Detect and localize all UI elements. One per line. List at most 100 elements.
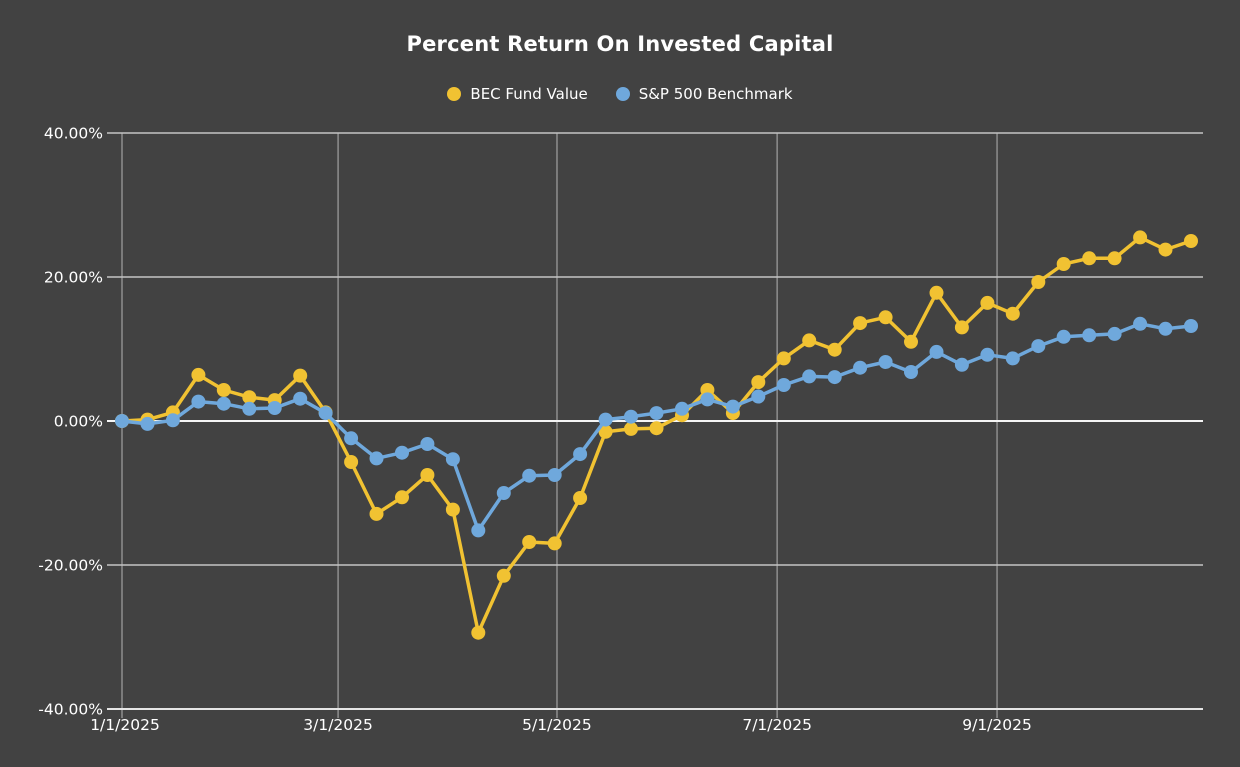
data-point-marker: [624, 421, 638, 436]
data-point-marker: [293, 368, 308, 383]
data-point-marker: [776, 378, 791, 392]
x-axis-tick-label: 9/1/2025: [962, 716, 1032, 734]
data-point-marker: [216, 396, 231, 411]
data-point-marker: [954, 357, 969, 372]
x-axis-tick-label: 5/1/2025: [522, 716, 592, 734]
data-point-marker: [165, 413, 180, 428]
y-axis-tick-label: -20.00%: [38, 557, 103, 575]
data-point-marker: [395, 490, 409, 505]
legend-label-sp500-benchmark: S&P 500 Benchmark: [638, 85, 793, 103]
data-point-marker: [929, 344, 944, 359]
data-point-marker: [344, 431, 359, 446]
data-point-marker: [496, 568, 511, 583]
data-point-marker: [115, 414, 129, 428]
y-axis-labels: 40.00% 20.00% 0.00% -20.00% -40.00%: [38, 125, 103, 719]
legend-item-bec-fund-value: BEC Fund Value: [447, 85, 588, 103]
data-point-marker: [827, 370, 842, 385]
data-point-marker: [420, 437, 435, 451]
data-point-marker: [649, 406, 664, 421]
x-axis-tick-label: 3/1/2025: [303, 716, 373, 734]
chart-legend: BEC Fund Value S&P 500 Benchmark: [0, 85, 1240, 103]
data-point-marker: [598, 412, 613, 427]
data-point-marker: [140, 416, 155, 431]
data-point-marker: [827, 342, 842, 357]
x-axis-tick-label: 7/1/2025: [742, 716, 812, 734]
data-point-marker: [1133, 316, 1148, 331]
data-point-marker: [293, 391, 308, 406]
data-point-marker: [1056, 257, 1071, 271]
data-point-marker: [573, 491, 588, 505]
legend-label-bec-fund-value: BEC Fund Value: [470, 85, 588, 103]
data-point-marker: [573, 447, 588, 462]
sp500-benchmark-marker-icon: [615, 87, 630, 101]
data-point-marker: [980, 347, 995, 362]
data-point-marker: [853, 360, 868, 375]
data-point-marker: [751, 389, 766, 404]
data-point-marker: [496, 486, 511, 500]
data-point-marker: [1031, 339, 1046, 354]
data-point-marker: [878, 310, 893, 325]
data-point-marker: [904, 365, 918, 379]
data-point-marker: [929, 285, 944, 300]
data-point-marker: [420, 468, 435, 482]
data-point-marker: [471, 523, 486, 538]
data-point-marker: [191, 394, 206, 409]
bec-fund-value-marker-icon: [447, 87, 462, 101]
data-point-marker: [191, 367, 206, 382]
data-point-marker: [1005, 351, 1020, 366]
data-point-marker: [1082, 328, 1097, 343]
data-point-marker: [522, 468, 537, 483]
data-point-marker: [802, 333, 817, 348]
data-point-marker: [649, 421, 664, 436]
data-point-marker: [242, 401, 257, 416]
data-point-marker: [1107, 326, 1122, 341]
data-point-marker: [369, 451, 384, 466]
data-point-marker: [1184, 319, 1198, 333]
y-axis-tick-label: 0.00%: [54, 413, 103, 431]
x-gridlines: [121, 133, 998, 718]
data-point-marker: [547, 468, 562, 482]
data-point-marker: [242, 390, 257, 405]
data-point-marker: [395, 445, 409, 460]
data-point-marker: [776, 351, 791, 366]
y-gridlines: [107, 132, 1203, 710]
data-point-marker: [725, 399, 740, 414]
y-axis-tick-label: 40.00%: [44, 125, 103, 143]
data-point-marker: [318, 406, 333, 421]
data-point-marker: [853, 316, 868, 331]
data-point-marker: [675, 401, 689, 416]
data-point-marker: [954, 320, 969, 335]
data-point-marker: [445, 452, 460, 467]
data-point-marker: [445, 502, 460, 517]
data-point-marker: [904, 334, 918, 349]
y-axis-tick-label: -40.00%: [38, 701, 103, 719]
data-point-marker: [369, 506, 384, 521]
data-point-marker: [1031, 275, 1046, 289]
x-axis-tick-label: 1/1/2025: [90, 716, 160, 734]
data-point-marker: [1133, 230, 1148, 245]
data-point-marker: [216, 383, 231, 397]
data-point-marker: [522, 535, 537, 549]
data-point-marker: [598, 424, 613, 439]
data-point-marker: [547, 536, 562, 551]
data-point-marker: [1107, 251, 1122, 266]
data-point-marker: [267, 401, 282, 415]
data-point-marker: [802, 369, 817, 384]
chart-title: Percent Return On Invested Capital: [406, 32, 834, 56]
series-bec-fund-value: [115, 230, 1198, 640]
data-point-marker: [1082, 251, 1097, 266]
data-point-marker: [980, 295, 995, 310]
data-point-marker: [700, 392, 715, 407]
data-point-marker: [1184, 234, 1198, 248]
data-point-marker: [1158, 321, 1173, 336]
data-point-marker: [344, 455, 359, 469]
y-axis-tick-label: 20.00%: [44, 269, 103, 287]
data-point-marker: [471, 625, 486, 640]
data-point-marker: [1056, 329, 1071, 344]
data-point-marker: [1005, 306, 1020, 321]
legend-item-sp500-benchmark: S&P 500 Benchmark: [615, 85, 793, 103]
data-point-marker: [624, 409, 638, 424]
data-point-marker: [1158, 242, 1173, 257]
